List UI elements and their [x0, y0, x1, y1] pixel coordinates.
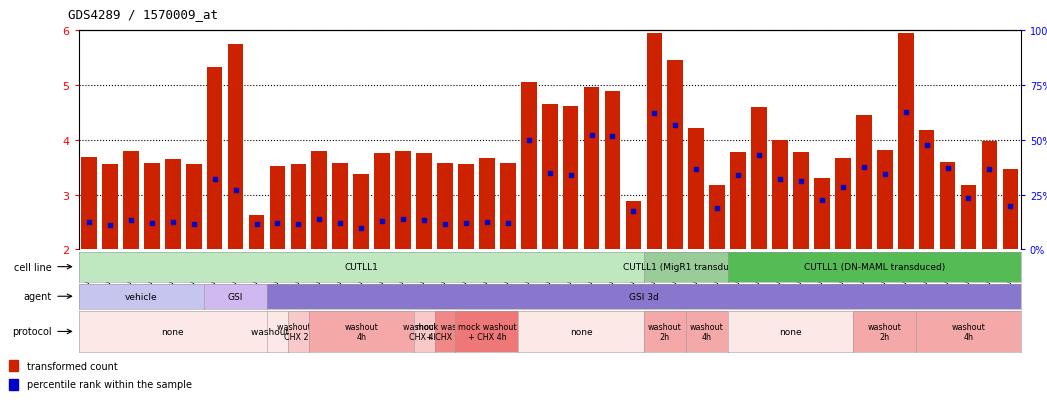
- Bar: [374, 154, 389, 250]
- Bar: [960, 185, 976, 250]
- Bar: [478, 159, 494, 250]
- Bar: [981, 142, 997, 250]
- Text: GDS4289 / 1570009_at: GDS4289 / 1570009_at: [68, 8, 218, 21]
- Bar: [9, 360, 19, 371]
- Bar: [751, 107, 766, 250]
- Bar: [604, 92, 620, 250]
- Text: none: none: [161, 327, 184, 336]
- Bar: [919, 131, 934, 250]
- Bar: [520, 83, 536, 250]
- Bar: [583, 87, 599, 250]
- Bar: [897, 34, 913, 250]
- Bar: [710, 185, 725, 250]
- Text: CUTLL1 (DN-MAML transduced): CUTLL1 (DN-MAML transduced): [804, 263, 944, 271]
- Text: GSI 3d: GSI 3d: [629, 292, 659, 301]
- Bar: [794, 153, 808, 250]
- Bar: [269, 167, 285, 250]
- Text: none: none: [779, 327, 802, 336]
- Text: washout
4h: washout 4h: [344, 322, 378, 341]
- Text: mock washout
+ CHX 4h: mock washout + CHX 4h: [458, 322, 516, 341]
- Bar: [772, 140, 787, 250]
- Bar: [290, 165, 306, 250]
- Bar: [1002, 169, 1018, 250]
- Text: none: none: [570, 327, 593, 336]
- Text: washout
4h: washout 4h: [690, 322, 723, 341]
- Bar: [876, 150, 892, 250]
- Bar: [102, 165, 117, 250]
- Bar: [185, 165, 201, 250]
- Bar: [668, 61, 683, 250]
- Bar: [499, 164, 515, 250]
- Bar: [688, 128, 704, 250]
- Bar: [562, 107, 578, 250]
- Text: GSI: GSI: [228, 292, 243, 301]
- Bar: [395, 151, 410, 250]
- Text: washout +
CHX 2h: washout + CHX 2h: [277, 322, 319, 341]
- Text: cell line: cell line: [15, 262, 52, 272]
- Bar: [458, 165, 473, 250]
- Text: washout
4h: washout 4h: [952, 322, 985, 341]
- Text: transformed count: transformed count: [27, 361, 118, 371]
- Bar: [353, 175, 369, 250]
- Text: agent: agent: [24, 292, 52, 301]
- Bar: [939, 162, 955, 250]
- Bar: [332, 164, 348, 250]
- Bar: [730, 152, 745, 250]
- Text: mock washout
+ CHX 2h: mock washout + CHX 2h: [416, 322, 474, 341]
- Text: CUTLL1: CUTLL1: [344, 263, 378, 271]
- Bar: [248, 216, 264, 250]
- Bar: [814, 179, 829, 250]
- Text: percentile rank within the sample: percentile rank within the sample: [27, 379, 193, 389]
- Bar: [311, 151, 327, 250]
- Bar: [437, 164, 452, 250]
- Bar: [122, 151, 138, 250]
- Bar: [143, 164, 159, 250]
- Bar: [164, 159, 180, 250]
- Bar: [646, 34, 662, 250]
- Text: CUTLL1 (MigR1 transduced): CUTLL1 (MigR1 transduced): [623, 263, 749, 271]
- Bar: [416, 154, 431, 250]
- Bar: [541, 105, 557, 250]
- Bar: [227, 45, 243, 250]
- Bar: [625, 202, 641, 250]
- Text: washout +
CHX 4h: washout + CHX 4h: [403, 322, 445, 341]
- Text: vehicle: vehicle: [125, 292, 158, 301]
- Text: protocol: protocol: [13, 327, 52, 337]
- Bar: [9, 379, 19, 390]
- Text: washout
2h: washout 2h: [648, 322, 682, 341]
- Bar: [836, 159, 850, 250]
- Text: washout
2h: washout 2h: [868, 322, 901, 341]
- Bar: [206, 68, 222, 250]
- Bar: [81, 158, 96, 250]
- Text: washout 2h: washout 2h: [251, 327, 304, 336]
- Bar: [855, 116, 871, 250]
